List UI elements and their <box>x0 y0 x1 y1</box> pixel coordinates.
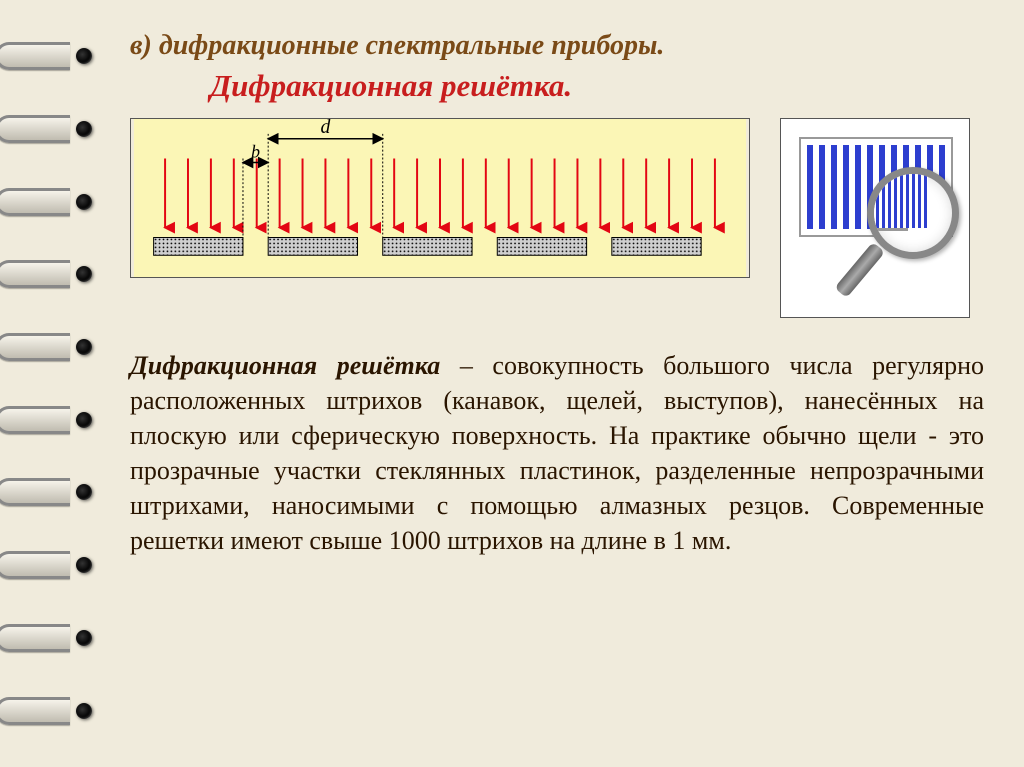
term: Дифракционная решётка <box>130 351 440 380</box>
ring <box>10 109 100 149</box>
ring <box>10 472 100 512</box>
magnified-stripes <box>867 167 928 228</box>
section-title: Дифракционная решётка. <box>210 68 984 104</box>
magnified-edge <box>867 228 908 231</box>
svg-text:d: d <box>321 118 331 138</box>
section-subtitle: в) дифракционные спектральные приборы. <box>130 30 984 62</box>
ring <box>10 327 100 367</box>
spiral-binding <box>0 0 110 767</box>
magnifier-handle <box>834 242 885 298</box>
magnifier-icon <box>849 167 959 307</box>
ring <box>10 545 100 585</box>
figure-row: db <box>130 118 984 318</box>
slide-content: в) дифракционные спектральные приборы. Д… <box>110 0 1024 767</box>
grating-diagram: db <box>130 118 750 278</box>
ring <box>10 400 100 440</box>
ring <box>10 36 100 76</box>
definition-paragraph: Дифракционная решётка – совокупность бол… <box>130 348 984 559</box>
magnifier-figure <box>780 118 970 318</box>
definition-text: – совокупность большого числа регулярно … <box>130 351 984 555</box>
svg-text:b: b <box>251 142 260 162</box>
ring <box>10 691 100 731</box>
magnifier-lens <box>867 167 959 259</box>
ring <box>10 254 100 294</box>
ring <box>10 182 100 222</box>
ring <box>10 618 100 658</box>
